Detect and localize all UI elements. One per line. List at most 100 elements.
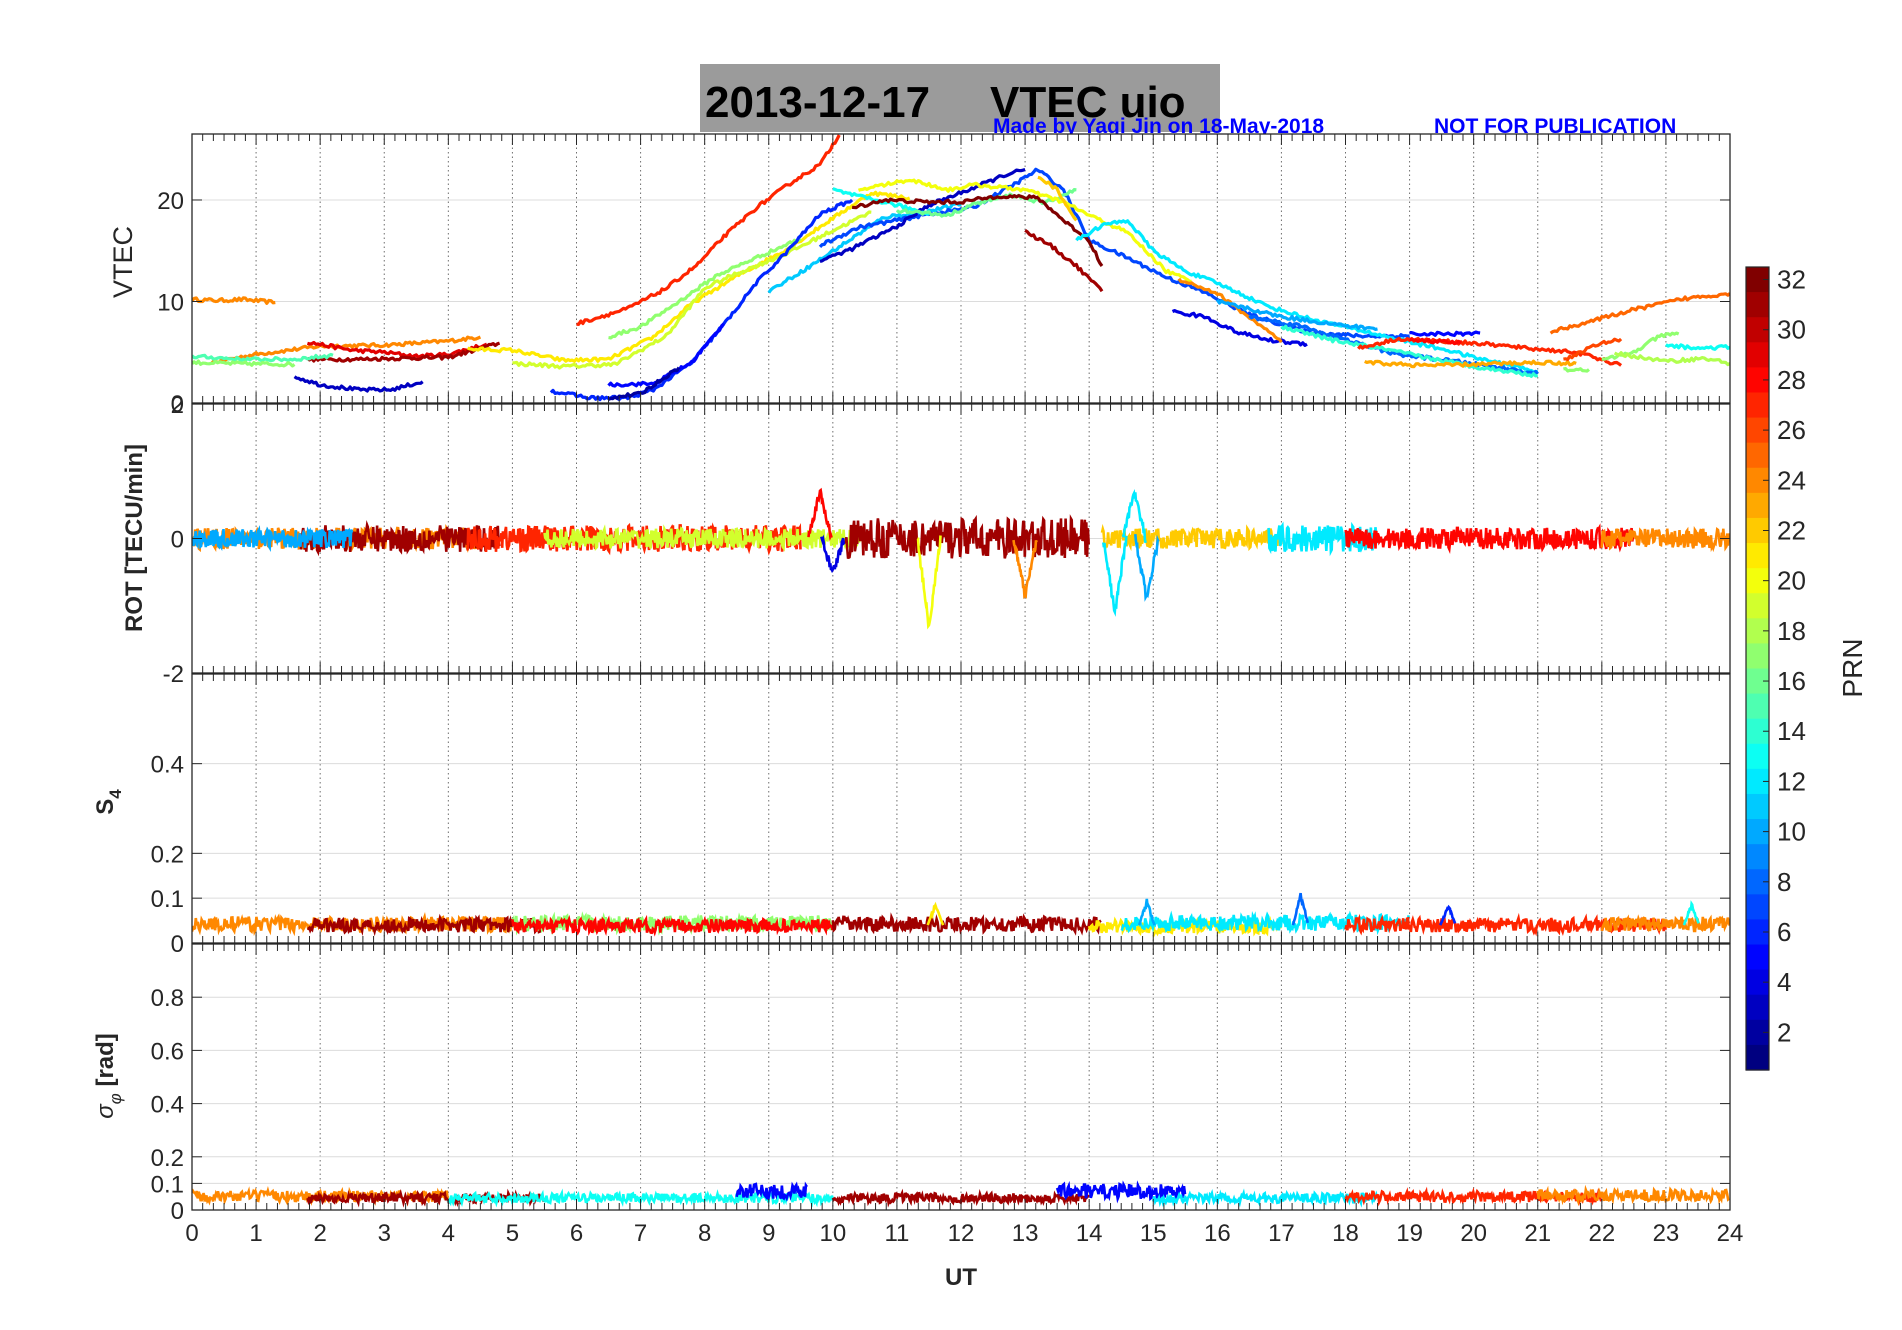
- vtec-series-line: [1563, 366, 1590, 373]
- rot-series-line: [844, 514, 1090, 560]
- x-tick-label: 4: [442, 1220, 455, 1247]
- rot-series-line: [1344, 523, 1635, 555]
- vtec-series-line: [1664, 343, 1730, 351]
- vtec-series-line: [608, 237, 802, 340]
- vtec-series-line: [767, 201, 962, 294]
- credit-text: Made by Yaqi Jin on 18-May-2018: [993, 115, 1324, 138]
- scint-event-line: [1682, 900, 1700, 926]
- colorbar-segment: [1746, 869, 1769, 895]
- colorbar-frame: [1745, 266, 1770, 1071]
- x-tick-label: 12: [948, 1220, 975, 1247]
- colorbar-segment: [1746, 543, 1769, 569]
- scint-series-line: [1152, 1188, 1379, 1208]
- vtec-series-line: [576, 134, 841, 326]
- scint-series-line: [1600, 914, 1730, 934]
- y-tick-label: 0.4: [151, 1092, 184, 1119]
- vtec-series-line: [819, 167, 1026, 263]
- scint-series-line: [306, 1188, 546, 1208]
- s4-panel: 0 0.1 0.2 0.4: [151, 673, 1731, 958]
- vtec-series-line: [306, 341, 501, 363]
- colorbar-label: PRN: [1837, 638, 1868, 697]
- vtec-axis-label: VTEC: [108, 226, 138, 298]
- vtec-series-line: [1037, 175, 1078, 222]
- colorbar-segment: [1746, 994, 1769, 1021]
- x-tick-label: 23: [1653, 1220, 1680, 1247]
- colorbar-segment: [1746, 693, 1769, 720]
- rot-series-line: [1267, 521, 1379, 557]
- vtec-panel: 0 10 20: [157, 133, 1731, 418]
- rot-panel: -202: [163, 392, 1731, 688]
- plot-area: [192, 674, 1730, 943]
- y-tick-label: 0.6: [151, 1038, 184, 1065]
- colorbar-tick-label: 2: [1777, 1017, 1791, 1047]
- vtec-series-line: [1177, 277, 1283, 344]
- y-tick-label: 0: [171, 391, 184, 418]
- scint-event-line: [1439, 904, 1457, 926]
- vtec-series-line: [1215, 298, 1378, 331]
- notice-text: NOT FOR PUBLICATION: [1434, 115, 1676, 138]
- colorbar-segment: [1746, 1044, 1769, 1071]
- colorbar-tick-label: 32: [1777, 265, 1806, 295]
- x-tick-label: 1: [249, 1220, 262, 1247]
- x-tick-label: 10: [819, 1220, 846, 1247]
- colorbar-segment: [1746, 492, 1769, 519]
- rad-unit: [rad]: [92, 1033, 119, 1093]
- y-tick-label: 0: [171, 931, 184, 958]
- x-tick-label: 21: [1524, 1220, 1551, 1247]
- scint-event-line: [1137, 898, 1156, 926]
- y-tick-label: 0.2: [151, 1145, 184, 1172]
- vtec-series-line: [607, 366, 681, 401]
- colorbar-segment: [1746, 292, 1769, 318]
- vtec-series-line: [467, 190, 911, 363]
- x-tick-label: 2: [313, 1220, 326, 1247]
- y-tick-label: 0: [171, 527, 184, 554]
- vtec-series-line: [1613, 351, 1730, 367]
- title-date: 2013-12-17: [705, 78, 930, 127]
- colorbar-tick-label: 14: [1777, 716, 1806, 746]
- colorbar-tick-label: 18: [1777, 616, 1806, 646]
- rot-event-line: [807, 487, 833, 542]
- title-box: [700, 64, 1220, 132]
- colorbar-segment: [1746, 743, 1769, 770]
- y-tick-label: 0.1: [151, 886, 184, 913]
- colorbar-tick-label: 12: [1777, 766, 1806, 796]
- y-tick-label: -2: [163, 661, 184, 688]
- vtec-series-line: [192, 352, 334, 363]
- vtec-series-line: [1409, 330, 1481, 338]
- rot-event-line: [1102, 535, 1128, 617]
- y-tick-label: 2: [171, 392, 184, 419]
- sigma-phi-axis-label: σφ [rad]: [92, 1033, 125, 1119]
- colorbar-segment: [1746, 718, 1769, 745]
- x-tick-label: 14: [1076, 1220, 1103, 1247]
- vtec-series-line: [857, 178, 1192, 284]
- vtec-series-line: [1171, 309, 1308, 347]
- rot-axis-label: ROT [TECU/min]: [121, 444, 148, 632]
- colorbar-tick-label: 20: [1777, 566, 1806, 596]
- x-tick-label: 5: [506, 1220, 519, 1247]
- vtec-series-line: [209, 335, 482, 365]
- colorbar-tick-label: 10: [1777, 817, 1806, 847]
- vtec-series-line: [895, 188, 1077, 218]
- vtec-series-line: [1601, 331, 1680, 361]
- y-tick-label: 0.4: [151, 752, 184, 779]
- x-tick-label: 6: [570, 1220, 583, 1247]
- colorbar-segment: [1746, 919, 1769, 946]
- title-name: VTEC uio: [990, 78, 1186, 127]
- vtec-series-line: [1075, 219, 1538, 374]
- vtec-series-line: [192, 296, 276, 305]
- scint-series-line: [1120, 910, 1410, 936]
- x-tick-label: 22: [1588, 1220, 1615, 1247]
- rot-event-line: [916, 535, 942, 630]
- y-tick-label: 20: [157, 188, 184, 215]
- y-tick-label: 0.8: [151, 985, 184, 1012]
- x-tick-label: 0: [185, 1220, 198, 1247]
- colorbar-segment: [1746, 593, 1769, 619]
- x-tick-label: 13: [1012, 1220, 1039, 1247]
- colorbar-segment: [1746, 342, 1769, 368]
- vtec-series-line: [607, 322, 725, 388]
- y-tick-label: 0.1: [151, 1171, 184, 1198]
- x-tick-label: 7: [634, 1220, 647, 1247]
- vtec-series-line: [192, 359, 296, 368]
- colorbar-tick-label: 16: [1777, 666, 1806, 696]
